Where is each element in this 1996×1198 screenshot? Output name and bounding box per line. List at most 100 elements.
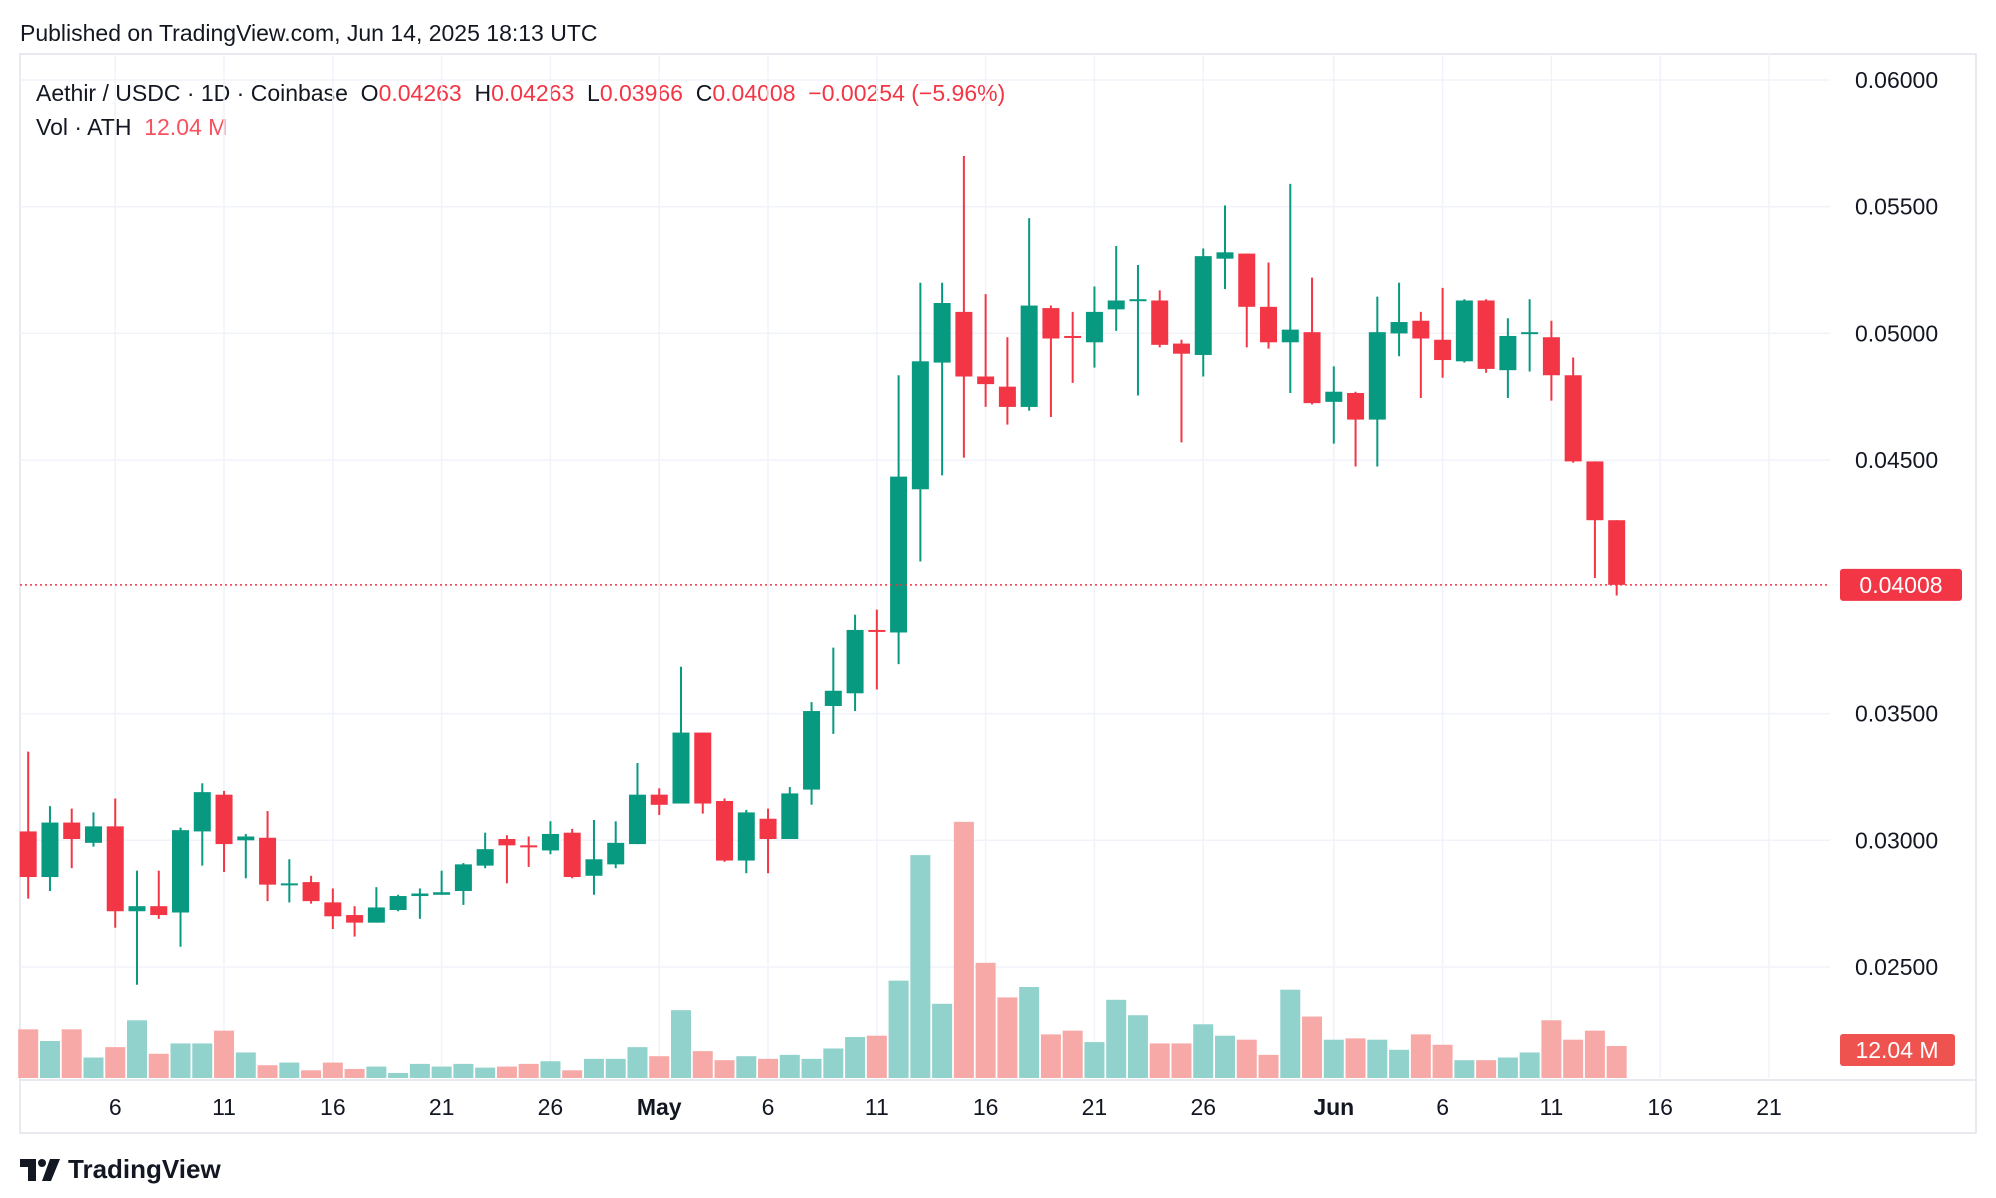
candle bbox=[1151, 290, 1169, 348]
candle-body bbox=[1172, 343, 1190, 354]
volume-bar bbox=[888, 980, 909, 1078]
volume-bar bbox=[1606, 1045, 1627, 1078]
candle bbox=[106, 798, 124, 928]
volume-bar bbox=[148, 1053, 169, 1078]
volume-bar bbox=[1280, 989, 1301, 1078]
date-tick-label: 16 bbox=[320, 1094, 346, 1120]
volume-bar bbox=[61, 1029, 82, 1078]
candle bbox=[977, 294, 995, 407]
low-value: 0.03966 bbox=[599, 80, 683, 106]
candle-body bbox=[1107, 300, 1125, 310]
candle bbox=[215, 790, 233, 872]
candle-body bbox=[737, 812, 755, 861]
volume-bar bbox=[910, 855, 931, 1078]
candle-body bbox=[1238, 253, 1256, 307]
ohlc-row: Aethir / USDC · 1D · Coinbase O0.04263 H… bbox=[36, 76, 1005, 110]
date-tick-label: 26 bbox=[1190, 1094, 1216, 1120]
candle-body bbox=[106, 826, 124, 912]
volume-bar bbox=[1258, 1054, 1279, 1078]
tradingview-logo-icon bbox=[20, 1158, 60, 1181]
candle bbox=[1325, 366, 1343, 444]
volume-bar bbox=[214, 1030, 235, 1078]
candle-body bbox=[846, 629, 864, 694]
volume-bar bbox=[1519, 1052, 1540, 1078]
candle-body bbox=[1521, 332, 1539, 335]
volume-bar bbox=[475, 1067, 496, 1078]
candle bbox=[1412, 311, 1430, 399]
volume-bar bbox=[1432, 1044, 1453, 1078]
candle bbox=[302, 875, 320, 904]
candle-body bbox=[498, 839, 516, 846]
volume-bar bbox=[1040, 1034, 1061, 1078]
volume-bar bbox=[453, 1063, 474, 1078]
volume-bar bbox=[344, 1068, 365, 1078]
candle bbox=[1564, 357, 1582, 463]
volume-bar bbox=[649, 1056, 670, 1078]
volume-bar bbox=[823, 1048, 844, 1078]
price-tick-label: 0.03500 bbox=[1855, 701, 1938, 727]
chart-frame bbox=[19, 53, 1977, 1134]
date-tick-label: 11 bbox=[212, 1094, 236, 1120]
candle-body bbox=[716, 801, 734, 861]
open-value: 0.04263 bbox=[378, 80, 462, 106]
volume-bar bbox=[431, 1066, 452, 1078]
volume-bar bbox=[1389, 1049, 1410, 1078]
candle bbox=[607, 821, 625, 869]
date-tick-label: 6 bbox=[1436, 1094, 1449, 1120]
volume-bar bbox=[18, 1029, 39, 1078]
tradingview-logo[interactable]: TradingView bbox=[20, 1154, 221, 1185]
candle-body bbox=[172, 830, 190, 913]
candle-body bbox=[1455, 300, 1473, 362]
date-tick-label: 16 bbox=[973, 1094, 999, 1120]
volume-bar bbox=[1476, 1060, 1497, 1078]
candle-body bbox=[84, 826, 102, 843]
candle bbox=[63, 808, 81, 869]
candle bbox=[259, 811, 277, 902]
last-price-badge bbox=[1840, 568, 1962, 601]
volume-bar bbox=[866, 1035, 887, 1078]
candle-body bbox=[389, 896, 407, 910]
candle bbox=[1347, 391, 1365, 467]
volume-bar bbox=[1127, 1015, 1148, 1078]
candle bbox=[520, 836, 538, 867]
candle-body bbox=[280, 883, 298, 886]
candle bbox=[1194, 248, 1212, 377]
candle-body bbox=[1260, 306, 1278, 343]
candle-body bbox=[63, 822, 81, 840]
volume-bar bbox=[801, 1058, 822, 1078]
candle bbox=[1238, 253, 1256, 348]
candle bbox=[1085, 286, 1103, 368]
candle-body bbox=[1281, 329, 1299, 343]
candle-body bbox=[694, 732, 712, 804]
low-label: L bbox=[587, 80, 600, 106]
candle bbox=[1455, 299, 1473, 363]
symbol-title[interactable]: Aethir / USDC · 1D · Coinbase bbox=[36, 80, 348, 106]
volume-bar bbox=[496, 1066, 517, 1078]
price-tick-label: 0.04500 bbox=[1855, 447, 1938, 473]
volume-bar bbox=[1215, 1035, 1235, 1078]
candle-body bbox=[1325, 391, 1343, 402]
candle bbox=[585, 820, 603, 895]
candle-body bbox=[803, 711, 821, 790]
candle bbox=[19, 751, 37, 899]
date-tick-label: 11 bbox=[1539, 1094, 1563, 1120]
candle-body bbox=[324, 902, 342, 917]
candle bbox=[1608, 520, 1626, 596]
date-tick-label: 21 bbox=[429, 1094, 455, 1120]
volume-bar bbox=[235, 1052, 256, 1078]
volume-label[interactable]: Vol · ATH bbox=[36, 114, 132, 140]
candle bbox=[1499, 318, 1517, 399]
date-tick-label: 26 bbox=[538, 1094, 564, 1120]
candle bbox=[1042, 305, 1060, 418]
candle bbox=[1586, 461, 1604, 578]
candle bbox=[716, 798, 734, 862]
volume-bar bbox=[736, 1056, 757, 1078]
volume-bar bbox=[540, 1061, 561, 1078]
candle-body bbox=[41, 822, 59, 878]
candle bbox=[280, 859, 298, 903]
candle-body bbox=[19, 831, 37, 878]
volume-bar bbox=[105, 1047, 126, 1078]
volume-row: Vol · ATH 12.04 M bbox=[36, 110, 1005, 144]
candle bbox=[890, 375, 908, 665]
